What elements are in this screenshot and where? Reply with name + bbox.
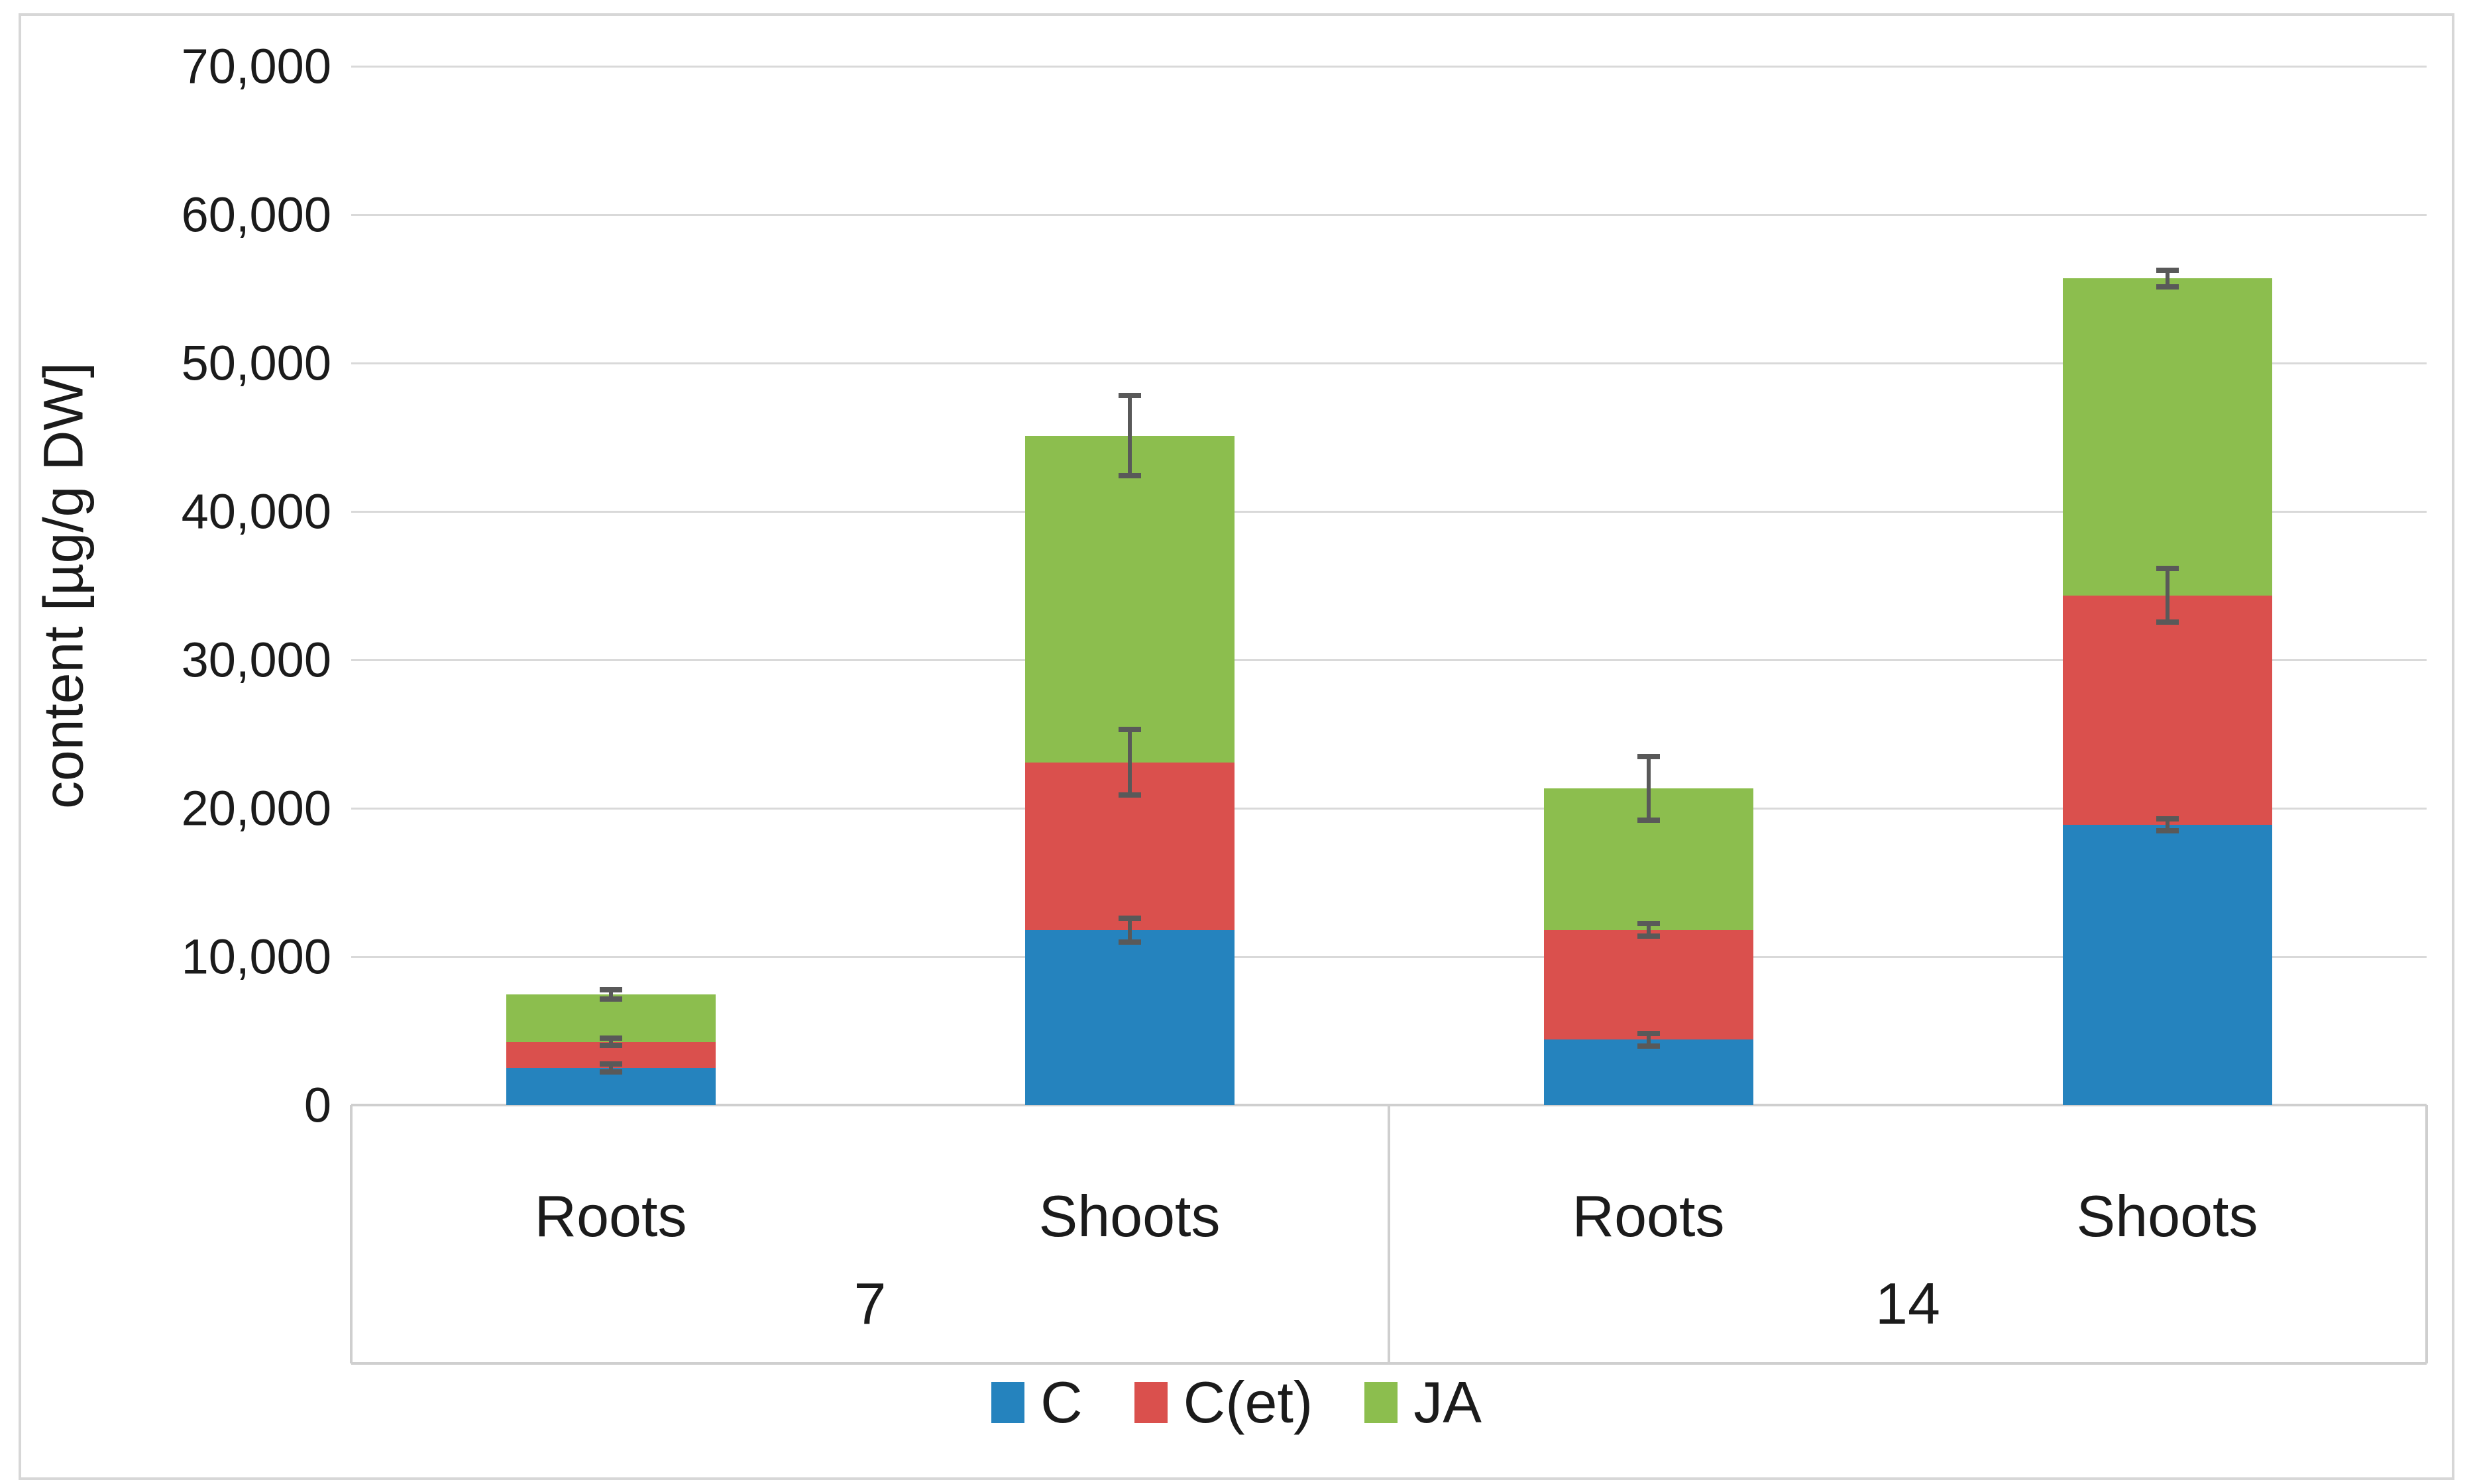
axis-bottom-line [351, 1362, 2427, 1365]
bar-segment-JA [1024, 435, 1235, 763]
category-label: Shoots [2076, 1183, 2258, 1249]
y-grid-line [351, 659, 2427, 661]
error-bar-cap [599, 1069, 622, 1075]
error-bar-whisker [1127, 918, 1132, 942]
axis-divider [350, 1105, 353, 1363]
y-tick-label: 20,000 [181, 780, 331, 836]
error-bar-cap [1118, 939, 1141, 945]
error-bar-cap [599, 996, 622, 1002]
bar-segment-C(et) [1543, 929, 1753, 1040]
y-axis-title: content [µg/g DW] [32, 362, 95, 810]
category-label: Roots [534, 1183, 687, 1249]
error-bar-whisker [608, 1064, 613, 1072]
error-bar-cap [1118, 915, 1141, 921]
legend: C C(et) JA [0, 1366, 2473, 1439]
y-tick-label: 50,000 [181, 335, 331, 391]
error-bar-cap [1118, 393, 1141, 399]
error-bar-cap [1118, 792, 1141, 798]
y-grid-line [351, 955, 2427, 958]
error-bar-whisker [2165, 818, 2170, 831]
error-bar-whisker [608, 1038, 613, 1046]
chart-frame [19, 13, 2454, 1480]
error-bar-whisker [1646, 1033, 1651, 1047]
y-tick-label: 70,000 [181, 38, 331, 94]
error-bar-cap [599, 987, 622, 993]
error-bar-whisker [2165, 270, 2170, 287]
error-bar-cap [2156, 816, 2179, 822]
y-grid-line [351, 362, 2427, 364]
error-bar-cap [1637, 933, 1660, 939]
legend-swatch-C(et) [1134, 1382, 1168, 1423]
error-bar-cap [2156, 827, 2179, 833]
y-tick-label: 0 [303, 1077, 331, 1133]
error-bar-cap [1637, 1043, 1660, 1049]
y-tick-label: 30,000 [181, 632, 331, 688]
group-label: 7 [853, 1271, 887, 1336]
error-bar-whisker [1127, 729, 1132, 795]
error-bar-cap [2156, 268, 2179, 273]
error-bar-cap [1118, 727, 1141, 733]
bar-segment-C [1024, 929, 1235, 1105]
bar-segment-C [2062, 824, 2272, 1105]
error-bar-cap [1637, 1030, 1660, 1036]
error-bar-cap [599, 1061, 622, 1067]
bar-segment-C(et) [2062, 595, 2272, 825]
error-bar-cap [2156, 566, 2179, 572]
axis-divider [2425, 1105, 2428, 1363]
legend-swatch-JA [1364, 1382, 1398, 1423]
legend-item: C [991, 1369, 1083, 1436]
error-bar-whisker [1646, 756, 1651, 820]
y-tick-label: 10,000 [181, 929, 331, 984]
bar-segment-JA [506, 994, 716, 1042]
axis-divider [1388, 1105, 1390, 1363]
group-label: 14 [1875, 1271, 1940, 1336]
error-bar-cap [599, 1043, 622, 1049]
error-bar-whisker [2165, 568, 2170, 622]
legend-swatch-C [991, 1382, 1025, 1423]
bar-segment-C [1543, 1039, 1753, 1105]
error-bar-cap [1637, 817, 1660, 823]
error-bar-cap [1637, 921, 1660, 927]
y-grid-line [351, 65, 2427, 68]
error-bar-cap [2156, 619, 2179, 625]
error-bar-whisker [608, 990, 613, 999]
error-bar-cap [599, 1035, 622, 1041]
y-grid-line [351, 807, 2427, 810]
error-bar-whisker [1646, 924, 1651, 937]
legend-label: C [1040, 1369, 1083, 1435]
y-grid-line [351, 510, 2427, 513]
category-label: Roots [1572, 1183, 1725, 1249]
y-grid-line [351, 213, 2427, 216]
error-bar-whisker [1127, 396, 1132, 476]
legend-item: JA [1364, 1369, 1482, 1436]
error-bar-cap [2156, 284, 2179, 290]
error-bar-cap [1637, 753, 1660, 759]
y-tick-label: 60,000 [181, 187, 331, 242]
y-tick-label: 40,000 [181, 484, 331, 539]
legend-label: JA [1413, 1369, 1482, 1435]
error-bar-cap [1118, 473, 1141, 479]
legend-item: C(et) [1134, 1369, 1313, 1436]
category-label: Shoots [1038, 1183, 1221, 1249]
bar-segment-JA [2062, 278, 2272, 596]
legend-label: C(et) [1183, 1369, 1313, 1435]
